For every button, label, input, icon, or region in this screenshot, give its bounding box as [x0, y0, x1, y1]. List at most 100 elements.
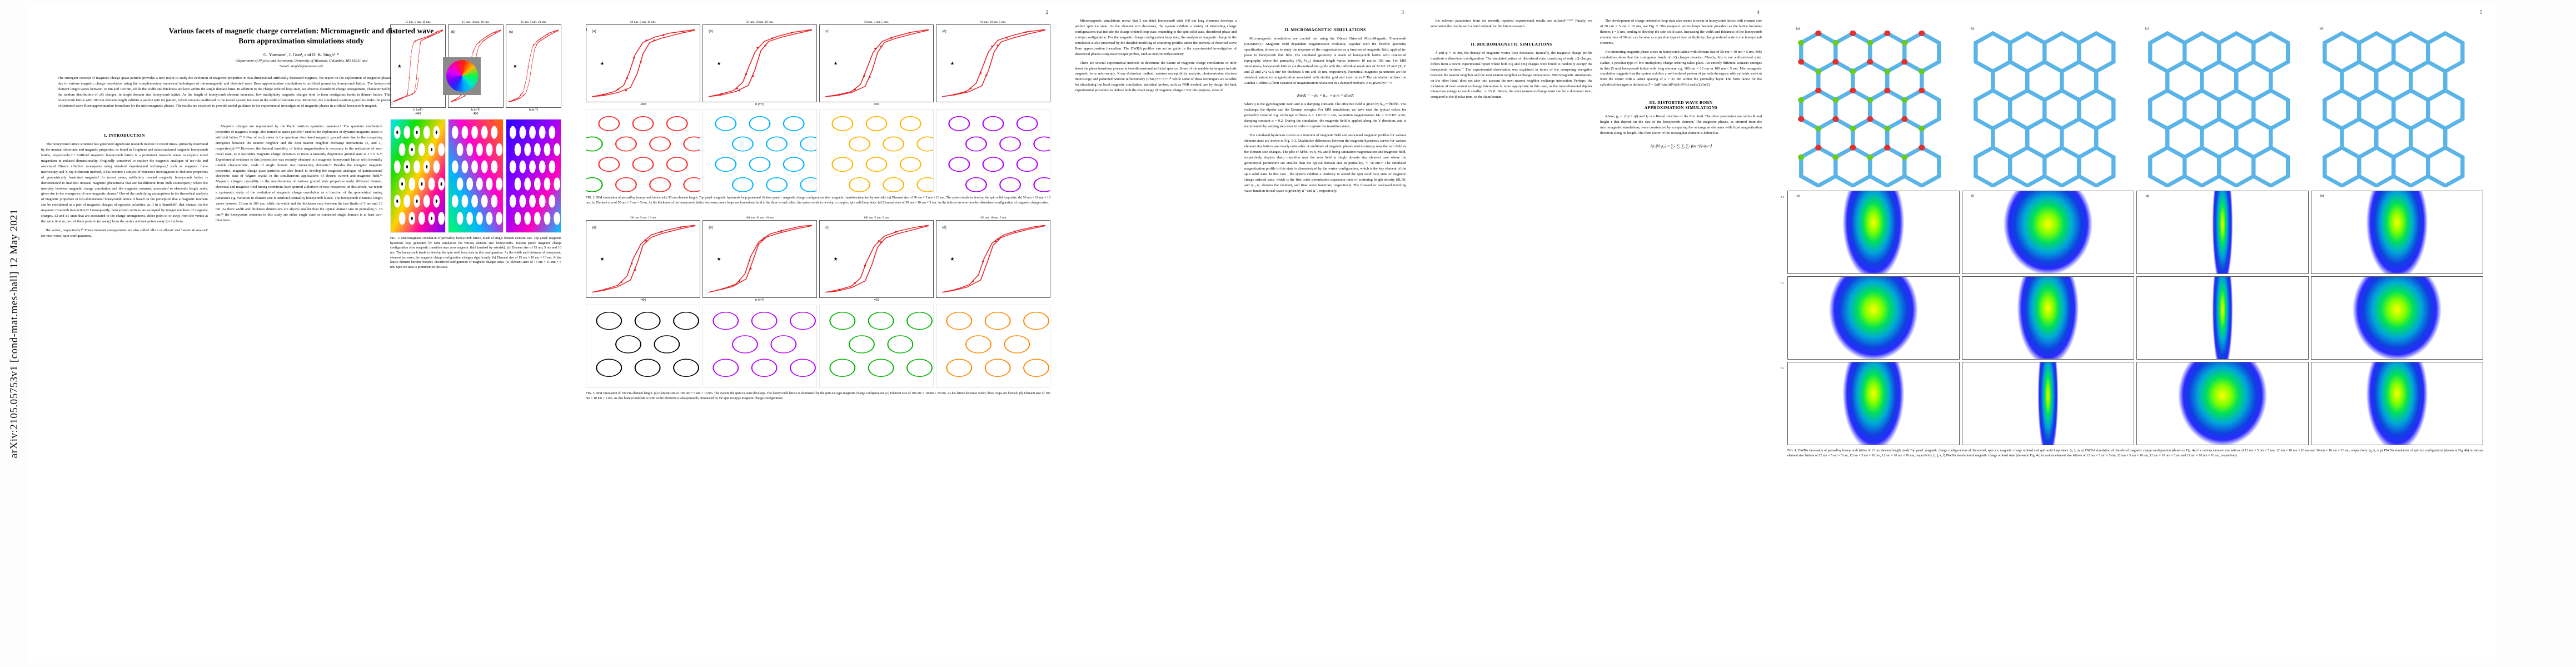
fig4-heatmap-o-field [2137, 362, 2308, 445]
section-micromagnetic-heading: II. MICROMAGNETIC SIMULATIONS [1284, 27, 1366, 32]
fig2-panel-c-plot: (c) ★ [819, 24, 934, 102]
fig2-panel-b-star-marker: ★ [716, 60, 721, 66]
fig2-panel-a-tag: (a) [592, 29, 596, 34]
fig3-lattice-b-render [703, 305, 816, 388]
fig2-panel-c-tag: (c) [825, 29, 830, 34]
fig4-heatmap-h-field [2311, 191, 2483, 273]
paper-abstract: The emergent concept of magnetic charge … [58, 76, 392, 108]
figure-4-lattice-row: (a) [1787, 21, 2483, 187]
page-4-paragraph-2: δ and ψ = 10 nm, the density of magnetic… [1431, 51, 1592, 99]
fig4-heat-scale-label-3: 0.1 [1781, 367, 1785, 370]
paper-email: *email: singhdk@missouri.edu [279, 64, 323, 68]
fig4-heatmap-g-tag: (g) [2145, 194, 2150, 198]
fig3-xmax-label: 400 [874, 298, 879, 302]
fig3-panel-a-star-marker: ★ [600, 256, 605, 262]
fig2-panel-a-curve [592, 29, 696, 97]
page-2-number: 2 [1045, 9, 1049, 15]
paper-title-line-1: Various facets of magnetic charge correl… [168, 27, 434, 35]
figure-2-lattice-row [586, 109, 1050, 192]
fig1-panel-c-title: 15 nm. 5 nm. 10 nm. [520, 21, 547, 24]
fig3-panel-b-plot: (b) ★ [702, 220, 817, 298]
fig3-lattice-a-render [586, 305, 700, 388]
fig4-lattice-c-render [2136, 21, 2309, 187]
fig2-panel-c-star-marker: ★ [833, 60, 838, 66]
fig2-lattice-c [819, 109, 934, 192]
page-5-content: (a) [1774, 4, 2497, 663]
fig3-panel-c-tag: (c) [825, 225, 830, 230]
fig1-lattice-a [390, 119, 446, 233]
fig4-lattice-b-render [1962, 21, 2134, 187]
fig2-lattice-a [586, 109, 700, 192]
fig3-xlabel: h (mT) [755, 298, 764, 302]
fig1-panel-c: 15 nm. 5 nm. 10 nm. (c) ★ [506, 21, 561, 112]
fig4-heatmap-p-field [2311, 362, 2483, 445]
fig4-heatmap-n-field [1962, 362, 2134, 445]
fig3-panel-d-star-marker: ★ [950, 256, 955, 262]
fig4-lattice-b: (b) [1962, 21, 2134, 187]
fig2-panel-d-curve [942, 29, 1046, 97]
fig2-lattice-c-render [820, 109, 933, 192]
llg-equation: dm/dt = −γm × hₑₓₓ + α m × dm/dt [1297, 93, 1354, 98]
paper-authors: G. Yumnam¹, J. Guo¹, and D. K. Singh¹·* [263, 52, 339, 58]
arxiv-stamp-text: arXiv:2105.05753v1 [cond-mat.mes-hall] 1… [8, 208, 20, 459]
fig2-panel-b-curve [709, 29, 813, 97]
fig4-heatmap-e: (e) [1787, 191, 1960, 274]
fig3-panel-d: 100 nm. 10 nm. 5 nm. (d) ★ [936, 216, 1050, 298]
fig4-lattice-a: (a) [1787, 21, 1960, 187]
figure-4: (a) [1781, 21, 2483, 464]
fig3-panel-c-plot: (c) ★ [819, 220, 934, 298]
fig1-panel-a-star-marker: ★ [397, 63, 402, 69]
fig4-heatmap-i [1787, 276, 1960, 360]
fig3-lattice-b [702, 305, 817, 389]
intro-paragraph-3: Magnetic charges are represented by the … [216, 125, 382, 222]
fig2-panel-c-title: 50 nm. 5 nm. 5 nm. [864, 21, 889, 24]
fig3-panel-b-star-marker: ★ [716, 256, 721, 262]
fig1-panel-a: 15 nm. 5 nm. 10 nm. (a) ★ [390, 21, 446, 112]
fig2-ymax-label: 1 [586, 28, 587, 32]
fig4-heatmap-j [1962, 276, 2134, 360]
fig2-panel-d-plot: (d) ★ [936, 24, 1050, 102]
fig1-xmin-label: -400 [415, 112, 421, 116]
fig1-panel-c-curve [508, 29, 559, 102]
page-1-columns: I. INTRODUCTION The honeycomb lattice st… [29, 4, 574, 663]
page-4-paragraph-3: The development of charge ordered or loo… [1600, 19, 1762, 45]
magnetization-colorwheel [443, 57, 481, 95]
page-3-columns: Micromagnetic simulations reveal that 5 … [1063, 4, 1418, 663]
intro-paragraph-1: The honeycomb lattice structure has gene… [41, 142, 208, 224]
fig4-heatmap-l-field [2311, 277, 2483, 359]
page-3-mm-paragraph-2: where γ is the gyromagnetic ratio and α … [1244, 102, 1406, 129]
fig1-lattice-b-render [449, 120, 503, 232]
fig2-panel-d-title: 50 nm. 10 nm. 5 nm. [980, 21, 1007, 24]
fig4-heatmap-n [1962, 362, 2134, 445]
paper-title-line-2: Born approximation simulations study [238, 37, 364, 46]
fig1-panel-a-xlabel: h (mT) [413, 108, 423, 112]
fig4-heatmap-k-field [2137, 277, 2308, 359]
page-4-columns: the relevant parameters from the recentl… [1418, 4, 1774, 663]
fig2-lattice-b-render [703, 109, 816, 192]
fig4-heatmap-f: (f) [1962, 191, 2134, 274]
page-4-paragraph-1: the relevant parameters from the recentl… [1431, 19, 1592, 28]
fig4-heatmap-e-tag: (e) [1796, 194, 1801, 198]
page-2: 2 50 nm. 5 nm. 10 nm. (a) ★ [574, 4, 1063, 663]
fig3-lattice-a [586, 305, 700, 389]
page-3-number: 3 [1401, 9, 1404, 15]
page-4-number: 4 [1757, 9, 1760, 15]
fig4-lattice-a-tag: (a) [1796, 27, 1800, 31]
figure-4-heatmap-row-3: 0.1 [1781, 362, 2483, 445]
fig2-panel-b-title: 50 nm. 10 nm. 10 nm. [746, 21, 774, 24]
fig1-panel-a-tag: (a) [393, 29, 398, 34]
fig4-heatmap-k [2136, 276, 2309, 360]
fig3-panel-a-plot: (a) ★ [586, 220, 700, 298]
fig2-panel-d: 50 nm. 10 nm. 5 nm. (d) ★ [936, 21, 1050, 102]
fig2-lattice-d-render [936, 109, 1050, 192]
figure-1-caption: FIG. 1: Micromagnetic simulation of perm… [390, 237, 561, 270]
fig1-xmax-label: 400 [473, 112, 479, 116]
fig1-panel-c-plot: (c) ★ [506, 24, 561, 108]
fig2-panel-c: 50 nm. 5 nm. 5 nm. (c) ★ [819, 21, 934, 102]
section-micromagnetic-heading-2: II. MICROMAGNETIC SIMULATIONS [1471, 41, 1552, 47]
fig2-panel-a-star-marker: ★ [600, 60, 605, 66]
page-3-intro-paragraph: Micromagnetic simulations reveal that 5 … [1075, 19, 1237, 56]
fig4-heatmap-e-field [1788, 191, 1959, 273]
page-3-left-column: Micromagnetic simulations reveal that 5 … [1075, 18, 1237, 658]
dwba-equation: ⟨ψ₁|V|ψ₂⟩ = ∑ₖ ∑ᵢ ∑ⱼ ∑ₗ ⟨ψₖ⁺|δρ|ψₗ⁻⟩ [1650, 143, 1712, 148]
